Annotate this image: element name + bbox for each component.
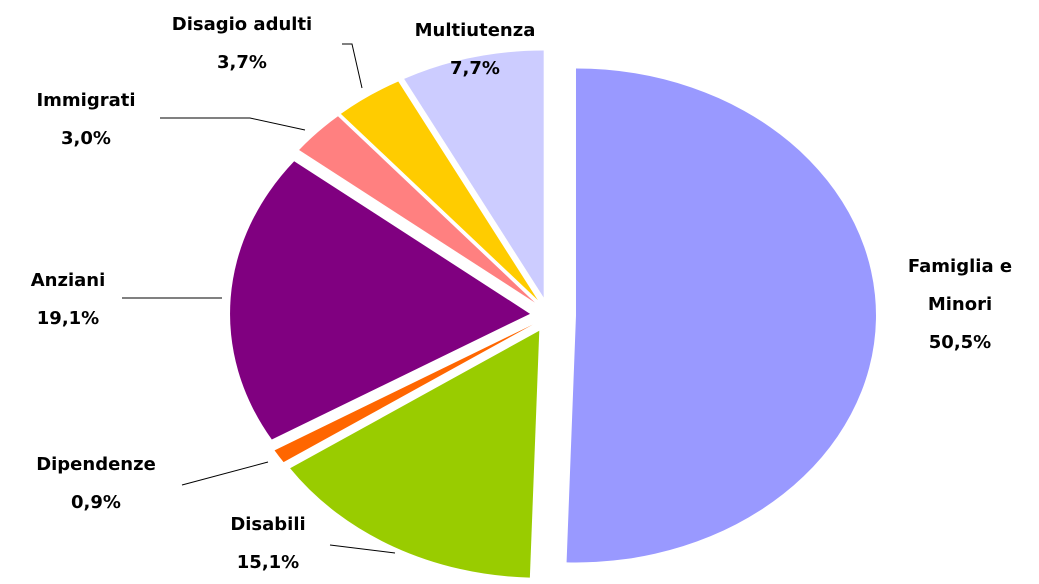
leader-line [181,461,269,486]
slice-label: Famiglia e Minori 50,5% [895,248,1025,362]
category-label: Immigrati [36,90,136,111]
value-label: 7,7% [450,58,500,79]
pie-slice [230,161,531,440]
value-label: 15,1% [236,552,300,573]
category-label: Dipendenze [36,454,156,475]
value-label: 3,7% [217,52,267,73]
slice-label: Multiutenza 7,7% [375,12,575,88]
value-label: 50,5% [928,332,992,353]
pie-slice [566,68,876,563]
category-label: Anziani [30,270,106,291]
value-label: 19,1% [36,308,100,329]
pie-slice [299,116,535,303]
value-label: 0,9% [71,492,121,513]
pie-slice [290,330,540,578]
pie-slice [404,50,544,298]
slice-label: Anziani 19,1% [0,262,168,338]
category-label: Famiglia e Minori [907,256,1013,315]
leader-line [342,43,363,89]
slice-label: Disagio adulti 3,7% [122,6,362,82]
category-label: Disabili [230,514,306,535]
slice-label: Disabili 15,1% [168,506,368,582]
category-label: Multiutenza [414,20,536,41]
slice-label: Dipendenze 0,9% [0,446,196,522]
pie-slice [274,324,533,463]
value-label: 3,0% [61,128,111,149]
pie-slice [340,81,538,301]
leader-line [160,117,306,131]
category-label: Disagio adulti [171,14,313,35]
leader-line [329,544,396,554]
slice-label: Immigrati 3,0% [0,82,186,158]
